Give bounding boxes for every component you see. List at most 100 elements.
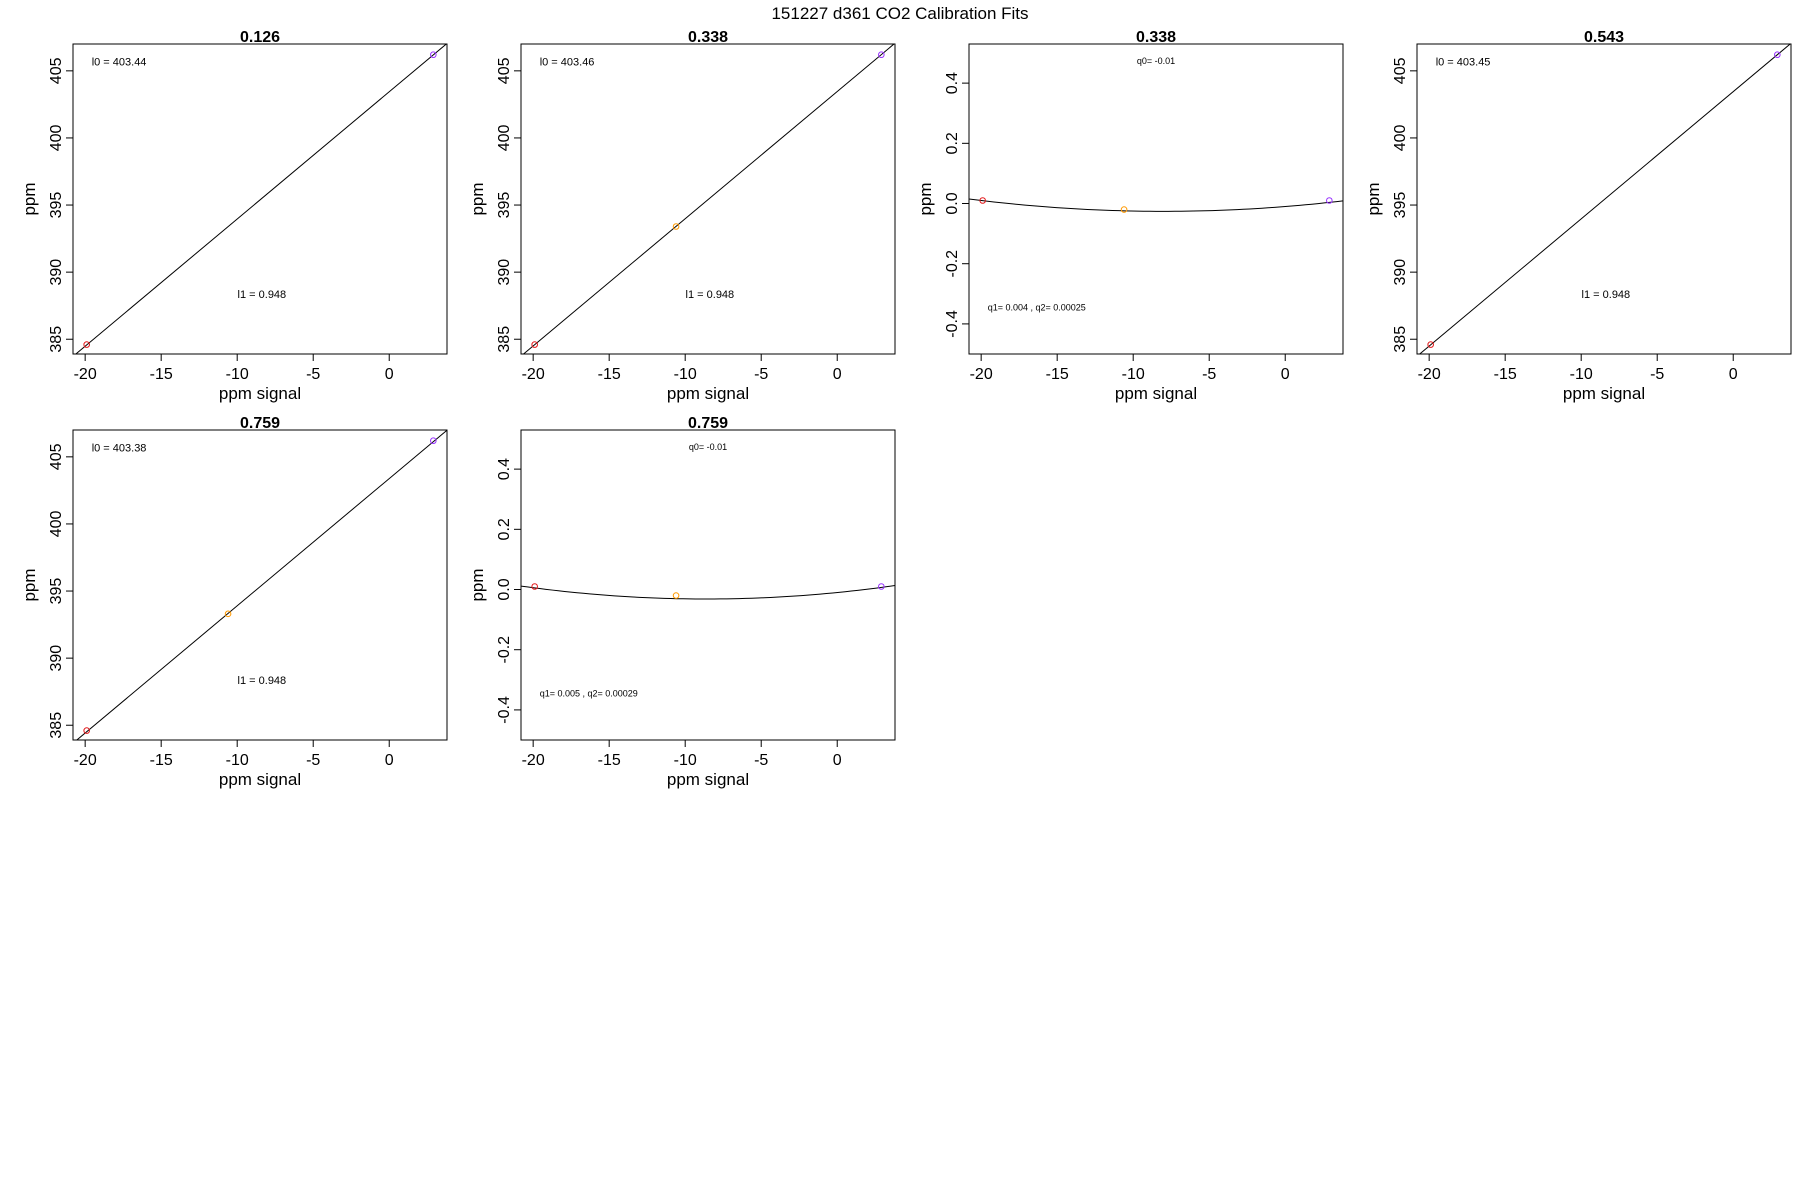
y-tick-label: 0.2 <box>496 518 513 540</box>
y-tick-label: 405 <box>48 443 65 470</box>
data-point <box>531 583 538 590</box>
x-tick-label: -5 <box>306 366 320 383</box>
x-tick-label: -5 <box>1650 366 1664 383</box>
x-tick-label: -20 <box>74 366 97 383</box>
x-tick-label: 0 <box>1281 366 1290 383</box>
x-tick-label: -10 <box>226 752 249 769</box>
y-tick-label: -0.4 <box>496 696 513 724</box>
x-tick-label: -15 <box>1494 366 1517 383</box>
y-tick-label: 395 <box>48 578 65 605</box>
y-tick-label: 0.0 <box>496 578 513 600</box>
x-tick-label: -15 <box>598 752 621 769</box>
x-tick-label: -15 <box>150 752 173 769</box>
y-axis-label: ppm <box>468 182 487 215</box>
x-axis-label: ppm signal <box>1115 384 1197 403</box>
x-axis-label: ppm signal <box>667 770 749 789</box>
fit-coefficient-annotation: l0 = 403.46 <box>540 57 595 69</box>
y-tick-label: 400 <box>48 510 65 537</box>
fit-coefficient-annotation: l1 = 0.948 <box>1582 289 1631 301</box>
x-tick-label: -20 <box>1418 366 1441 383</box>
data-point <box>672 223 680 230</box>
x-tick-label: -10 <box>1122 366 1145 383</box>
fit-coefficient-annotation: l0 = 403.45 <box>1436 57 1491 69</box>
y-tick-label: 390 <box>1392 259 1409 286</box>
y-tick-label: 405 <box>1392 57 1409 84</box>
x-tick-label: -15 <box>1046 366 1069 383</box>
x-axis-label: ppm signal <box>219 384 301 403</box>
fit-line <box>1418 44 1791 354</box>
x-tick-label: -20 <box>522 752 545 769</box>
data-point <box>531 341 538 348</box>
y-axis-label: ppm <box>20 182 39 215</box>
y-tick-label: 0.2 <box>944 132 961 154</box>
y-axis-label: ppm <box>468 568 487 601</box>
fit-coefficient-annotation: q0= -0.01 <box>1137 56 1175 66</box>
data-point <box>878 51 885 59</box>
data-point <box>1774 51 1781 59</box>
chart-panel-1: 0.126 -20 -15 -10 -5 0 385 390 395 400 405 ppm sign… <box>20 29 448 403</box>
y-tick-label: 385 <box>1392 326 1409 353</box>
y-tick-label: 395 <box>1392 192 1409 219</box>
fit-line <box>76 430 447 740</box>
y-tick-label: -0.2 <box>944 250 961 278</box>
data-point <box>1326 197 1333 204</box>
x-tick-label: -10 <box>674 752 697 769</box>
y-tick-label: 400 <box>1392 124 1409 151</box>
data-point <box>83 341 90 348</box>
y-tick-label: 405 <box>48 57 65 84</box>
data-point <box>224 610 232 618</box>
data-point <box>979 197 986 204</box>
y-axis-label: ppm <box>916 182 935 215</box>
fit-coefficient-annotation: l0 = 403.44 <box>92 57 147 69</box>
panel-title: 0.759 <box>688 415 728 432</box>
fit-curve <box>969 198 1343 212</box>
x-tick-label: -5 <box>306 752 320 769</box>
chart-panel-5: 0.759 -20 -15 -10 -5 0 385 390 395 400 405 ppm sign… <box>20 415 448 789</box>
x-tick-label: -20 <box>522 366 545 383</box>
fit-coefficient-annotation: q0= -0.01 <box>689 442 727 452</box>
chart-panel-2: 0.338 -20 -15 -10 -5 0 385 390 395 400 405 ppm sign… <box>468 29 896 403</box>
panel-title: 0.543 <box>1584 29 1624 46</box>
figure-title: 151227 d361 CO2 Calibration Fits <box>771 4 1028 23</box>
y-tick-label: 400 <box>48 124 65 151</box>
y-tick-label: 405 <box>496 57 513 84</box>
y-tick-label: 390 <box>496 259 513 286</box>
y-tick-label: 400 <box>496 124 513 151</box>
chart-panel-6: 0.759 -20 -15 -10 -5 0 -0.4 -0.2 0.0 0.2 0.4 ppm si… <box>468 415 896 789</box>
x-tick-label: -15 <box>598 366 621 383</box>
x-axis-label: ppm signal <box>219 770 301 789</box>
x-tick-label: -20 <box>74 752 97 769</box>
panel-title: 0.126 <box>240 29 280 46</box>
fit-curve <box>521 585 895 600</box>
y-tick-label: -0.4 <box>944 310 961 338</box>
y-tick-label: 0.0 <box>944 192 961 214</box>
x-axis-label: ppm signal <box>1563 384 1645 403</box>
chart-panel-3: 0.338 -20 -15 -10 -5 0 -0.4 -0.2 0.0 0.2 0.4 ppm si… <box>916 29 1344 403</box>
y-tick-label: 385 <box>496 326 513 353</box>
y-axis-label: ppm <box>20 568 39 601</box>
y-tick-label: 395 <box>48 192 65 219</box>
x-tick-label: -5 <box>754 752 768 769</box>
data-point <box>83 727 90 734</box>
panel-title: 0.338 <box>688 29 728 46</box>
data-point <box>672 592 680 599</box>
data-point <box>1427 341 1434 348</box>
fit-coefficient-annotation: l0 = 403.38 <box>92 443 147 455</box>
x-axis-label: ppm signal <box>667 384 749 403</box>
fit-coefficient-annotation: q1= 0.005 , q2= 0.00029 <box>540 689 638 699</box>
y-tick-label: 395 <box>496 192 513 219</box>
x-tick-label: 0 <box>833 366 842 383</box>
x-tick-label: -5 <box>754 366 768 383</box>
fit-coefficient-annotation: q1= 0.004 , q2= 0.00025 <box>988 303 1086 313</box>
x-tick-label: -15 <box>150 366 173 383</box>
data-point <box>1120 206 1128 213</box>
y-tick-label: 0.4 <box>944 72 961 94</box>
fit-coefficient-annotation: l1 = 0.948 <box>686 289 735 301</box>
data-point <box>430 437 437 445</box>
panel-title: 0.338 <box>1136 29 1176 46</box>
x-tick-label: 0 <box>1729 366 1738 383</box>
x-tick-label: 0 <box>833 752 842 769</box>
panels-container: 0.126 -20 -15 -10 -5 0 385 390 395 400 405 ppm sign… <box>20 29 1792 789</box>
